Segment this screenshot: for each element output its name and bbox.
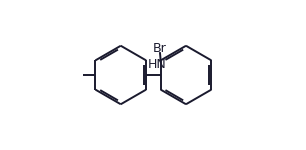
Text: Br: Br bbox=[152, 42, 166, 55]
Text: HN: HN bbox=[148, 58, 166, 71]
